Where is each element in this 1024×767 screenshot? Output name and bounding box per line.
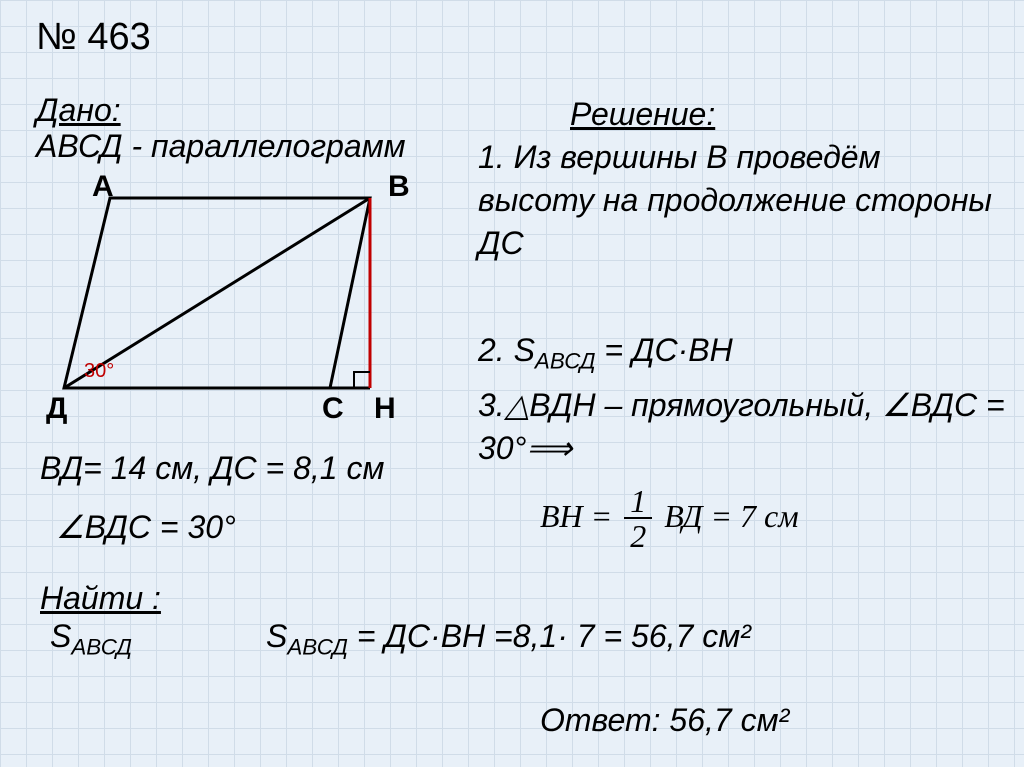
- bh-suffix: ВД = 7 см: [664, 498, 798, 534]
- angle-30-label: 30°: [84, 360, 114, 383]
- bh-frac-num: 1: [624, 485, 652, 519]
- area-sub: АВСД: [287, 634, 348, 659]
- find-s-letter: S: [50, 618, 71, 654]
- given-angle-bdc: ∠ВДС = 30°: [56, 508, 236, 546]
- bh-prefix: ВН =: [540, 498, 612, 534]
- content-root: № 463 Дано: АВСД - параллелограмм А В С …: [0, 0, 1024, 767]
- result-area-formula: SАВСД = ДС·ВН =8,1· 7 = 56,7 см²: [266, 618, 751, 660]
- vertex-d-label: Д: [46, 392, 67, 426]
- find-label: Найти :: [40, 580, 161, 617]
- geometry-diagram: А В С Д Н 30°: [50, 176, 450, 426]
- vertex-b-label: В: [388, 170, 410, 204]
- answer-text: Ответ: 56,7 см²: [540, 702, 789, 739]
- given-shape: АВСД - параллелограмм: [36, 128, 406, 165]
- solution-step-1: 1. Из вершины В проведём высоту на продо…: [478, 136, 998, 266]
- solution-label: Решение:: [570, 96, 715, 133]
- find-target: SАВСД: [50, 618, 132, 660]
- solution-step-2: 2. SАВСД = ДС·ВН: [478, 332, 733, 374]
- bh-frac-den: 2: [624, 519, 652, 554]
- bh-fraction: 1 2: [624, 485, 652, 554]
- solution-step-3: 3.△ВДН – прямоугольный, ∠ВДС = 30°⟹: [478, 384, 1018, 470]
- vertex-c-label: С: [322, 392, 344, 426]
- vertex-a-label: А: [92, 170, 114, 204]
- area-suffix: = ДС·ВН =8,1· 7 = 56,7 см²: [348, 618, 751, 654]
- formula-bh: ВН = 1 2 ВД = 7 см: [540, 485, 799, 554]
- step2-suffix: = ДС·ВН: [596, 332, 733, 368]
- step2-sub: АВСД: [535, 348, 596, 373]
- find-s-sub: АВСД: [71, 634, 132, 659]
- area-prefix: S: [266, 618, 287, 654]
- given-label: Дано:: [36, 92, 121, 129]
- parallelogram-svg: [50, 176, 450, 426]
- vertex-h-label: Н: [374, 392, 396, 426]
- given-bd-dc: ВД= 14 см, ДС = 8,1 см: [40, 450, 384, 487]
- right-angle-marker: [354, 372, 370, 388]
- step2-prefix: 2. S: [478, 332, 535, 368]
- problem-number: № 463: [36, 16, 151, 59]
